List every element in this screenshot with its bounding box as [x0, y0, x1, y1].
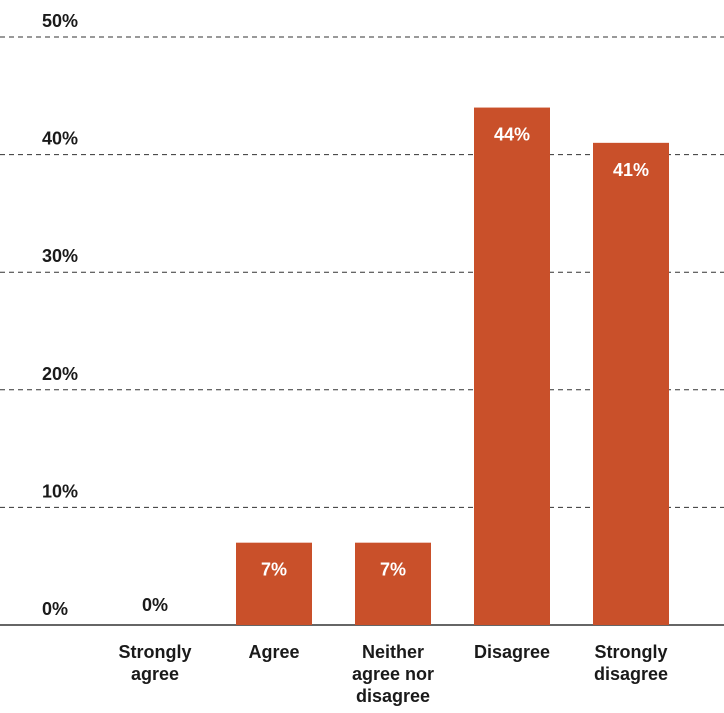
y-tick-label: 40% — [42, 129, 78, 149]
y-tick-label: 20% — [42, 364, 78, 384]
y-tick-labels: 0% 10% 20% 30% 40% 50% — [42, 11, 78, 619]
category-label: agree — [131, 664, 179, 684]
data-label: 44% — [494, 125, 530, 145]
bar — [474, 107, 550, 625]
y-tick-label: 50% — [42, 11, 78, 31]
y-tick-label: 30% — [42, 246, 78, 266]
category-label: agree nor — [352, 664, 434, 684]
category-label: disagree — [594, 664, 668, 684]
bar — [236, 542, 312, 625]
category-label: Strongly — [594, 642, 667, 662]
category-label: Disagree — [474, 642, 550, 662]
category-label: Neither — [362, 642, 424, 662]
bars-layer — [236, 107, 669, 625]
y-tick-label: 10% — [42, 481, 78, 501]
category-label: Strongly — [118, 642, 191, 662]
data-label: 7% — [261, 560, 287, 580]
data-label: 7% — [380, 560, 406, 580]
bar — [355, 542, 431, 625]
data-label: 41% — [613, 160, 649, 180]
y-tick-label: 0% — [42, 599, 68, 619]
bar — [593, 142, 669, 625]
data-label: 0% — [142, 595, 168, 615]
labels-layer: 0% 7% 7% 44% 41% — [142, 125, 649, 615]
category-label: Agree — [248, 642, 299, 662]
category-label: disagree — [356, 686, 430, 706]
